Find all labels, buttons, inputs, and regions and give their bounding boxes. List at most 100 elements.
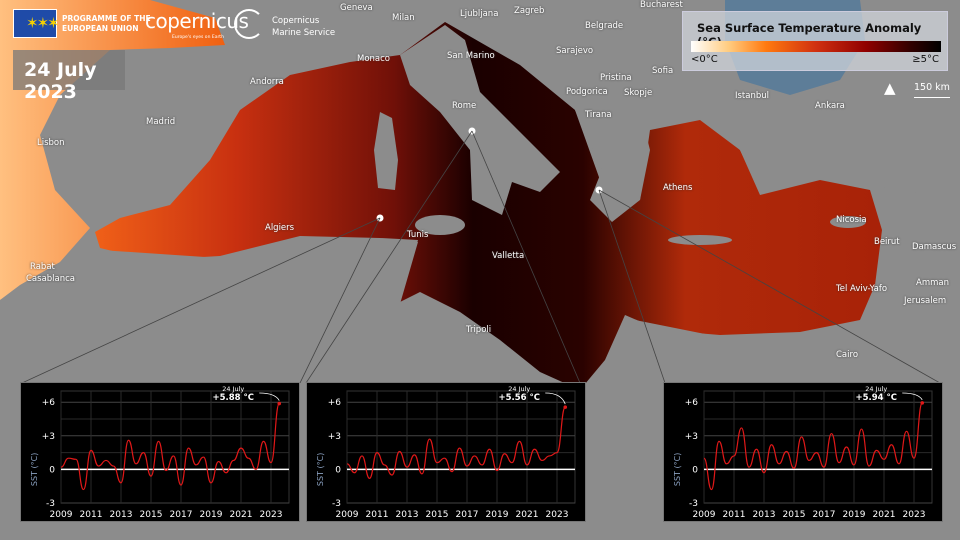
city-label: Zagreb [514, 6, 545, 16]
city-label: Bucharest [640, 0, 683, 10]
cms-line1: Copernicus [272, 16, 320, 26]
date-label: 24 July 2023 [13, 50, 125, 103]
color-legend: Sea Surface Temperature Anomaly (°C) <0°… [682, 11, 948, 71]
x-tick-label: 2011 [723, 510, 746, 520]
city-label: Athens [663, 183, 693, 193]
eu-programme-text: PROGRAMME OF THE EUROPEAN UNION [62, 14, 151, 34]
x-tick-label: 2019 [843, 510, 866, 520]
city-label: San Marino [447, 51, 495, 61]
x-tick-label: 2013 [753, 510, 776, 520]
annotation-arrow [545, 392, 566, 405]
y-axis-label: SST (°C) [316, 453, 325, 486]
chart-panel-2: +6 +3 0 -3 2009 2011 2013 2015 2017 2019 2021 2023 S… [306, 382, 586, 522]
italy [400, 25, 560, 215]
city-label: Lisbon [37, 138, 65, 148]
plot-area [60, 390, 290, 504]
x-tick-label: 2019 [486, 510, 509, 520]
eu-line1: PROGRAMME OF THE [62, 14, 151, 23]
y-tick-label: -3 [46, 499, 55, 509]
sicily [415, 215, 465, 235]
plot-area [346, 390, 576, 504]
y-tick-label: -3 [689, 499, 698, 509]
y-tick-label: +3 [685, 432, 698, 442]
x-tick-label: 2009 [50, 510, 73, 520]
x-tick-label: 2011 [366, 510, 389, 520]
y-tick-label: 0 [335, 465, 341, 475]
chart-panel-3: +6 +3 0 -3 2009 2011 2013 2015 2017 2019 2021 2023 S… [663, 382, 943, 522]
x-tick-label: 2021 [873, 510, 896, 520]
annotation-value: +5.94 °C [855, 393, 897, 403]
callout-line [598, 189, 941, 384]
city-label: Jerusalem [904, 296, 947, 306]
city-label: Tunis [407, 230, 429, 240]
x-tick-label: 2015 [426, 510, 449, 520]
city-label: Sofia [652, 66, 674, 76]
cyprus [830, 216, 866, 228]
latest-point [920, 401, 925, 405]
annotation-arrow [902, 392, 923, 401]
x-tick-label: 2009 [693, 510, 716, 520]
y-axis-label: SST (°C) [30, 453, 39, 486]
fish-icon [234, 9, 264, 39]
x-tick-label: 2017 [813, 510, 836, 520]
y-tick-label: 0 [49, 465, 55, 475]
x-tick-label: 2021 [516, 510, 539, 520]
copernicus-tagline: Europe's eyes on Earth [172, 35, 224, 40]
x-tick-label: 2015 [783, 510, 806, 520]
annotation-value: +5.56 °C [498, 393, 540, 403]
legend-max: ≥5°C [912, 54, 939, 65]
y-tick-label: 0 [692, 465, 698, 475]
callout-line [305, 130, 473, 384]
y-tick-label: -3 [332, 499, 341, 509]
legend-min: <0°C [691, 54, 718, 65]
y-axis-label: SST (°C) [673, 453, 682, 486]
city-label: Pristina [600, 73, 632, 83]
city-label: Sarajevo [556, 46, 594, 56]
city-label: Belgrade [585, 21, 624, 31]
city-label: Rabat [30, 262, 55, 272]
callout-line [471, 130, 581, 384]
annotation-date: 24 July [508, 385, 530, 393]
city-label: Geneva [340, 3, 373, 13]
x-tick-label: 2011 [80, 510, 103, 520]
callout-line [21, 217, 381, 384]
y-tick-label: +6 [685, 398, 699, 408]
city-label: Skopje [624, 88, 653, 98]
city-label: Ljubljana [460, 9, 499, 19]
city-label: Tirana [585, 110, 612, 120]
eu-flag-logo: ✶✶✶ [13, 9, 60, 38]
city-label: Algiers [265, 223, 295, 233]
city-label: Nicosia [836, 215, 867, 225]
city-label: Damascus [912, 242, 957, 252]
city-label: Beirut [874, 237, 900, 247]
y-tick-label: +3 [328, 432, 341, 442]
y-tick-label: +3 [42, 432, 55, 442]
latest-point [563, 405, 568, 409]
x-tick-label: 2017 [170, 510, 193, 520]
balkans-greece [575, 110, 650, 222]
annotation-date: 24 July [865, 385, 887, 393]
x-tick-label: 2023 [546, 510, 569, 520]
crete [668, 235, 732, 245]
city-label: Valletta [492, 251, 525, 261]
legend-colorbar [691, 41, 941, 52]
city-label: Andorra [250, 77, 284, 87]
turkey [700, 100, 960, 200]
annotation-arrow [259, 392, 280, 401]
city-label: Istanbul [735, 91, 770, 101]
x-tick-label: 2013 [110, 510, 133, 520]
north-arrow-icon: ▲ [884, 79, 896, 97]
x-tick-label: 2009 [336, 510, 359, 520]
city-label: Monaco [357, 54, 391, 64]
city-label: Cairo [836, 350, 859, 360]
latest-point [277, 401, 282, 406]
x-tick-label: 2019 [200, 510, 223, 520]
corsica-sardinia [374, 112, 398, 190]
city-label: Tripoli [466, 325, 492, 335]
city-label: Amman [916, 278, 949, 288]
y-tick-label: +6 [42, 398, 56, 408]
callout-line [299, 217, 381, 384]
y-tick-label: +6 [328, 398, 342, 408]
